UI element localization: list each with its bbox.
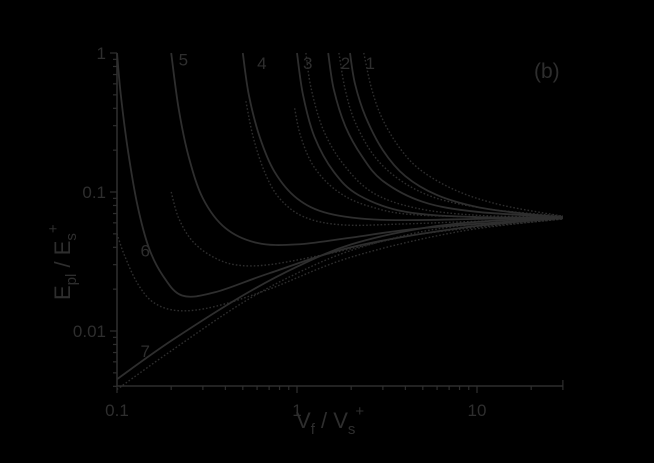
curve-1-dotted (363, 52, 564, 217)
y-tick-label: 0.01 (73, 322, 106, 341)
y-tick-label: 1 (97, 44, 106, 63)
curve-4-dotted (245, 101, 563, 227)
curve-2-dotted (338, 52, 563, 217)
curve-5-dotted (170, 191, 563, 267)
curve-5-solid (170, 52, 563, 246)
x-tick-label: 10 (468, 401, 487, 420)
y-axis-title: Epl / Es+ (45, 224, 80, 300)
axes: 0.1 1 10 1 0.1 0.01 (73, 44, 564, 420)
curve-6-solid (116, 52, 563, 298)
x-ticks: 0.1 1 10 (105, 380, 564, 420)
curve-label-7: 7 (140, 342, 149, 361)
curve-label-2: 2 (341, 54, 350, 73)
y-ticks: 1 0.1 0.01 (73, 44, 117, 387)
x-tick-label: 0.1 (105, 401, 129, 420)
curve-3-dotted (305, 52, 563, 218)
curve-2-solid (327, 52, 563, 218)
plot-curves (116, 52, 564, 390)
curve-6-dotted (116, 218, 563, 312)
x-axis-title: Vf / Vs+ (296, 403, 364, 438)
curve-4-solid (241, 52, 563, 222)
x-tick-label: 1 (292, 401, 301, 420)
y-tick-label: 0.1 (82, 183, 106, 202)
curve-3-solid (296, 52, 563, 219)
curve-label-1: 1 (365, 54, 374, 73)
curve-label-4: 4 (257, 54, 266, 73)
curve-label-5: 5 (179, 50, 188, 69)
curve-label-6: 6 (140, 241, 149, 260)
curve-labels: 12 3 4 5 6 7 (140, 50, 374, 360)
curve-label-3: 3 (303, 54, 312, 73)
curve-1-solid (349, 52, 563, 218)
curve-7-solid (116, 217, 563, 380)
panel-label: (b) (534, 60, 560, 83)
curve-7-dotted (116, 218, 563, 390)
curve-3b-dotted (293, 108, 563, 219)
y-axis-title-group: Epl / Es+ (45, 224, 80, 300)
